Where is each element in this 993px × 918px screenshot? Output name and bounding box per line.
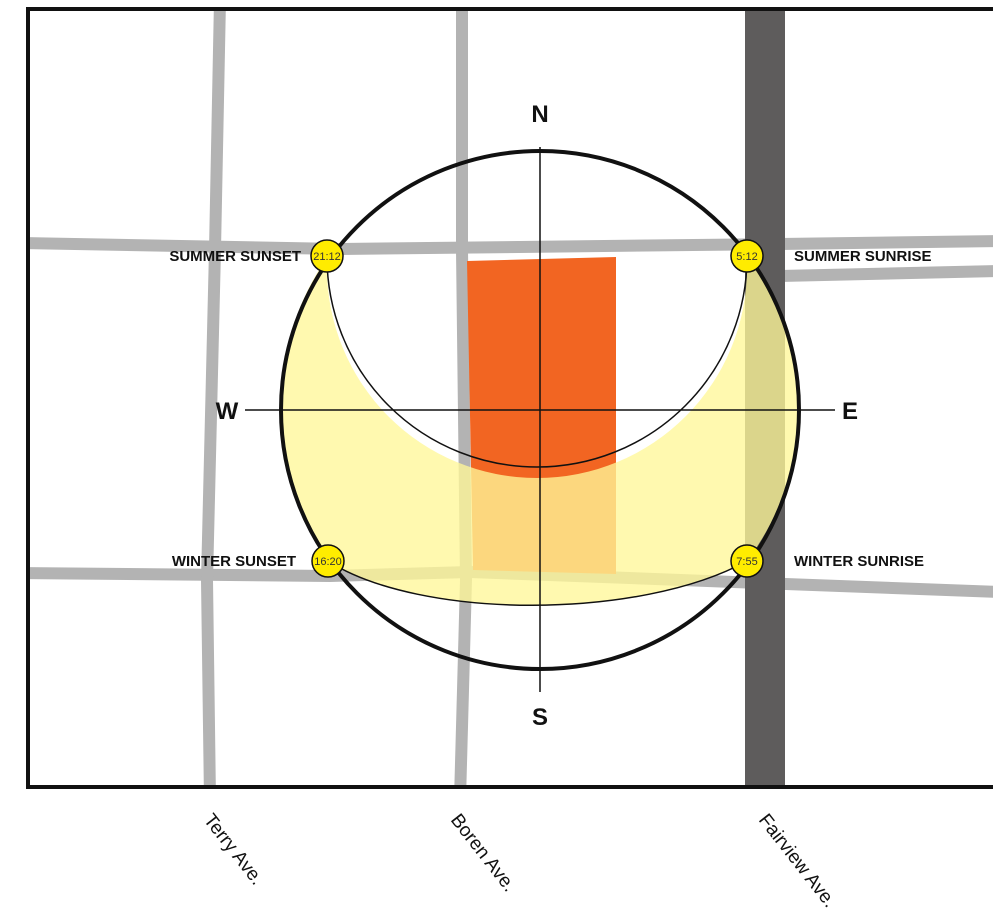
- winter-sunset-label: WINTER SUNSET: [172, 553, 296, 570]
- street-north-cross: [28, 235, 993, 256]
- street-label-terry: Terry Ave.: [199, 810, 267, 889]
- street-north-cross-east: [779, 265, 993, 282]
- winter-sunrise-time: 7:55: [736, 556, 757, 568]
- map-frame: [26, 7, 993, 789]
- north-label: N: [531, 101, 548, 128]
- marker-summer-sunset: 21:12: [310, 239, 344, 273]
- south-label: S: [532, 704, 548, 731]
- marker-summer-sunrise: 5:12: [730, 239, 764, 273]
- summer-sunrise-label: SUMMER SUNRISE: [794, 248, 932, 265]
- sun-path-band: [280, 256, 799, 606]
- summer-sunset-label: SUMMER SUNSET: [169, 248, 301, 265]
- street-label-boren: Boren Ave.: [446, 810, 520, 896]
- street-boren: [454, 9, 473, 787]
- summer-sunset-time: 21:12: [313, 251, 341, 263]
- west-label: W: [216, 398, 239, 425]
- winter-sun-arc: [327, 560, 748, 606]
- street-label-fairview: Fairview Ave.: [754, 810, 840, 912]
- street-terry: [200, 9, 226, 787]
- east-label: E: [842, 398, 858, 425]
- marker-winter-sunset: 16:20: [311, 544, 345, 578]
- winter-sunrise-label: WINTER SUNRISE: [794, 553, 924, 570]
- marker-winter-sunrise: 7:55: [730, 544, 764, 578]
- summer-sunrise-time: 5:12: [736, 251, 757, 263]
- street-map: [28, 9, 993, 787]
- winter-sunset-time: 16:20: [314, 556, 342, 568]
- summer-sun-arc: [326, 256, 748, 468]
